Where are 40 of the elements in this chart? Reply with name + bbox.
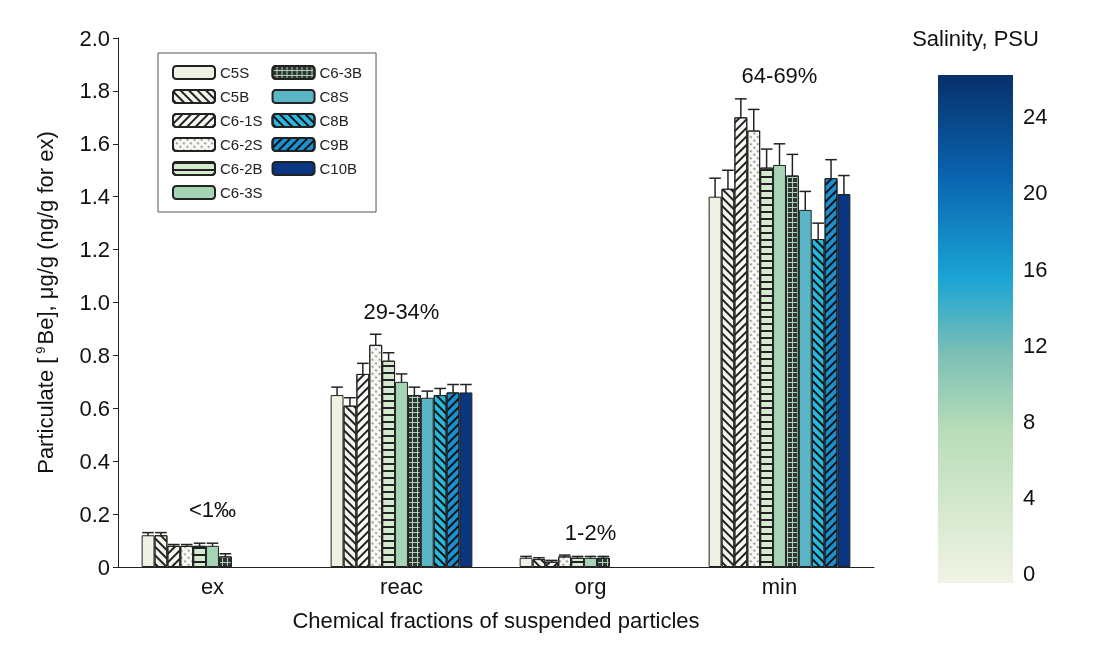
y-tick-label: 0 xyxy=(97,554,110,580)
color-bar-title: Salinity, PSU xyxy=(912,25,1039,51)
x-axis-title: Chemical fractions of suspended particles xyxy=(292,607,700,633)
legend-label: C6-2B xyxy=(220,160,263,177)
color-bar-label: 24 xyxy=(1023,104,1048,130)
x-tick-label: reac xyxy=(380,573,423,599)
color-bar-label: 20 xyxy=(1023,180,1048,206)
x-tick-label: ex xyxy=(200,573,225,599)
y-tick-label: 1.4 xyxy=(79,184,110,210)
color-bar-label: 12 xyxy=(1023,332,1048,358)
legend-label: C5B xyxy=(220,88,250,105)
legend-label: C6-1S xyxy=(220,112,263,129)
legend-label: C8S xyxy=(319,88,349,105)
x-tick-label: min xyxy=(761,573,798,599)
color-bar-label: 4 xyxy=(1023,484,1036,510)
legend-label: C6-3B xyxy=(319,64,363,81)
y-axis-title: Particulate [9Be], μg/g (ng/g for ex) xyxy=(32,131,58,474)
y-tick-label: 0.2 xyxy=(79,501,110,527)
y-tick-label: 1.2 xyxy=(79,237,110,263)
annotation: <1‰ xyxy=(188,497,237,523)
annotation: 64-69% xyxy=(741,63,818,89)
legend-label: C6-3S xyxy=(220,184,263,201)
annotation: 29-34% xyxy=(363,298,440,324)
y-tick-label: 2.0 xyxy=(79,25,110,51)
y-tick-label: 0.8 xyxy=(79,342,110,368)
legend-label: C8B xyxy=(319,112,349,129)
annotation: 1-2% xyxy=(564,519,617,545)
y-tick-label: 0.6 xyxy=(79,395,110,421)
legend-label: C10B xyxy=(319,160,358,177)
x-tick-label: org xyxy=(574,573,607,599)
y-tick-label: 0.4 xyxy=(79,448,110,474)
y-tick-label: 1.0 xyxy=(79,290,110,315)
color-bar-label: 16 xyxy=(1023,256,1048,282)
color-bar-label: 0 xyxy=(1023,560,1036,586)
y-tick-label: 1.8 xyxy=(79,78,110,104)
color-bar-label: 8 xyxy=(1023,408,1036,434)
legend-label: C6-2S xyxy=(220,136,263,153)
y-tick-label: 1.6 xyxy=(79,131,110,157)
legend-label: C5S xyxy=(220,64,250,81)
legend-label: C9B xyxy=(319,136,349,153)
